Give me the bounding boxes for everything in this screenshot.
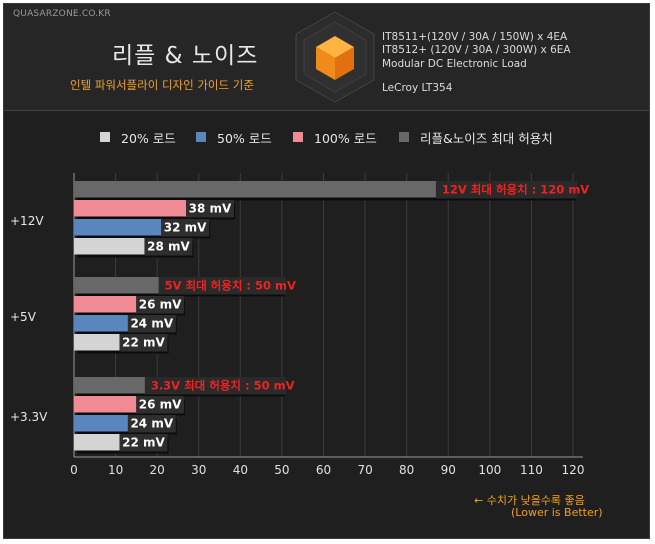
value-label-box-1-1 xyxy=(136,296,185,314)
value-label-box-3-0 xyxy=(144,238,193,256)
x-tick-label-90: 90 xyxy=(441,463,456,477)
x-tick-label-50: 50 xyxy=(274,463,289,477)
x-tick-label-30: 30 xyxy=(191,463,206,477)
legend-item-100: 100% 로드 xyxy=(293,128,377,146)
page-subtitle: 인텔 파워서플라이 디자인 가이드 기준 xyxy=(70,78,254,92)
max-label-box-1 xyxy=(158,277,286,295)
x-tick-label-20: 20 xyxy=(150,463,165,477)
site-watermark: QUASARZONE.CO.KR xyxy=(13,9,111,19)
x-tick-label-110: 110 xyxy=(520,463,543,477)
spec-line-1: IT8511+(120V / 30A / 150W) x 4EA xyxy=(382,31,568,43)
spec-line-4: LeCroy LT354 xyxy=(382,82,453,94)
category-label-1: +5V xyxy=(10,310,37,324)
page-title: 리플 & 노이즈 xyxy=(112,43,259,69)
max-label-box-0 xyxy=(435,181,577,199)
legend: 20% 로드 50% 로드 100% 로드 리플&노이즈 최대 허용치 xyxy=(4,128,649,148)
value-label-1-1: 26 mV xyxy=(139,298,182,312)
value-label-3-1: 22 mV xyxy=(122,336,165,350)
legend-swatch-max xyxy=(399,132,409,142)
x-tick-label-80: 80 xyxy=(399,463,414,477)
legend-swatch-50 xyxy=(196,132,206,142)
spec-line-3: Modular DC Electronic Load xyxy=(382,58,527,70)
value-label-2-1: 24 mV xyxy=(130,317,173,331)
value-label-1-2: 26 mV xyxy=(139,398,182,412)
value-label-2-2: 24 mV xyxy=(130,417,173,431)
legend-label-50: 50% 로드 xyxy=(217,130,272,146)
x-tick-label-60: 60 xyxy=(316,463,331,477)
note-lower-better-ko: ← 수치가 낮을수록 좋음 xyxy=(474,494,585,507)
value-label-2-0: 32 mV xyxy=(164,221,207,235)
legend-item-50: 50% 로드 xyxy=(196,128,272,146)
category-label-0: +12V xyxy=(10,214,44,228)
x-tick-label-0: 0 xyxy=(70,463,78,477)
value-label-1-0: 38 mV xyxy=(189,202,232,216)
value-label-box-2-2 xyxy=(127,415,176,433)
category-label-2: +3.3V xyxy=(10,410,48,424)
legend-item-20: 20% 로드 xyxy=(100,128,176,146)
cube-logo-icon xyxy=(295,11,375,103)
x-tick-label-10: 10 xyxy=(108,463,123,477)
chart-frame: QUASARZONE.CO.KR 리플 & 노이즈 인텔 파워서플라이 디자인 … xyxy=(3,3,650,539)
value-label-box-3-2 xyxy=(119,434,168,452)
note-lower-better-en: (Lower is Better) xyxy=(511,506,603,519)
x-tick-label-70: 70 xyxy=(357,463,372,477)
header: QUASARZONE.CO.KR 리플 & 노이즈 인텔 파워서플라이 디자인 … xyxy=(4,4,649,111)
max-label-box-2 xyxy=(144,377,286,395)
value-label-3-0: 28 mV xyxy=(147,240,190,254)
value-label-box-3-1 xyxy=(119,334,168,352)
bar-chart: 0 10 20 30 40 50 60 70 80 90 100 110 120 +12V 12V 최대 허… xyxy=(10,173,589,477)
legend-swatch-100 xyxy=(293,132,303,142)
legend-swatch-20 xyxy=(100,132,110,142)
x-tick-label-100: 100 xyxy=(478,463,501,477)
legend-label-max: 리플&노이즈 최대 허용치 xyxy=(420,130,553,146)
legend-label-20: 20% 로드 xyxy=(121,130,176,146)
legend-item-max: 리플&노이즈 최대 허용치 xyxy=(399,128,553,146)
value-label-box-2-0 xyxy=(161,219,210,237)
x-tick-label-120: 120 xyxy=(562,463,585,477)
max-label-2: 3.3V 최대 허용치 : 50 mV xyxy=(151,379,295,393)
value-label-box-1-2 xyxy=(136,396,185,414)
value-label-3-2: 22 mV xyxy=(122,436,165,450)
value-label-box-1-0 xyxy=(186,200,235,218)
x-tick-label-40: 40 xyxy=(233,463,248,477)
value-label-box-2-1 xyxy=(127,315,176,333)
spec-line-2: IT8512+ (120V / 30A / 300W) x 6EA xyxy=(382,44,571,56)
max-label-1: 5V 최대 허용치 : 50 mV xyxy=(165,279,296,293)
max-label-0: 12V 최대 허용치 : 120 mV xyxy=(442,183,589,197)
legend-label-100: 100% 로드 xyxy=(314,130,377,146)
